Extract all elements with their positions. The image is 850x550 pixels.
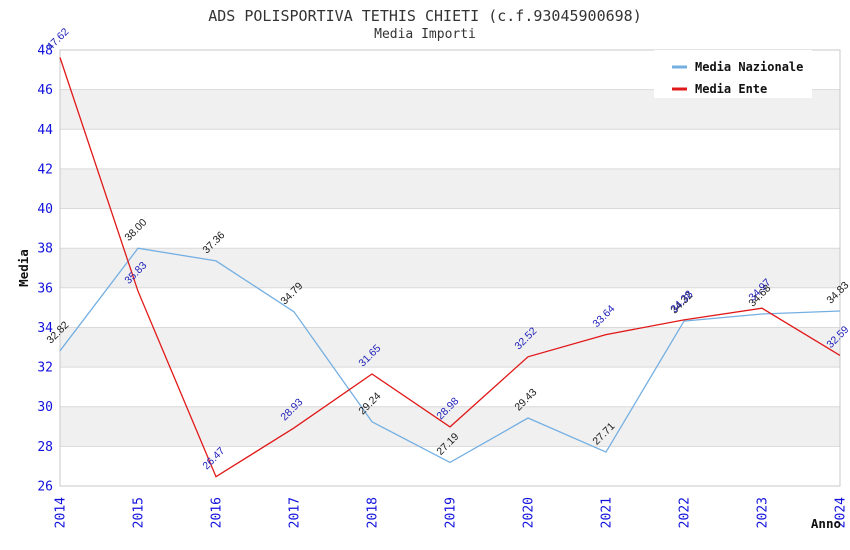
y-tick-label: 26 <box>37 480 53 495</box>
x-tick-label: 2019 <box>444 497 459 528</box>
data-label: 33.64 <box>590 303 617 330</box>
y-tick-label: 28 <box>37 440 53 455</box>
x-tick-label: 2015 <box>132 497 147 528</box>
y-tick-label: 44 <box>37 123 53 138</box>
x-tick-label: 2016 <box>210 497 225 528</box>
x-tick-label: 2021 <box>600 497 615 528</box>
data-label: 38.00 <box>122 216 149 243</box>
y-tick-label: 46 <box>37 83 53 98</box>
y-tick-label: 40 <box>37 202 53 217</box>
x-axis-labels: 2014 2015 2016 2017 2018 2019 2020 2021 2022 2023… <box>54 497 849 528</box>
legend-label: Media Nazionale <box>695 60 803 74</box>
y-axis-labels: 26 28 30 32 34 36 38 40 42 44 46 48 <box>37 44 53 495</box>
x-tick-label: 2018 <box>366 497 381 528</box>
legend-label: Media Ente <box>695 82 767 96</box>
x-tick-label: 2014 <box>54 497 69 528</box>
data-label: 47.62 <box>44 26 71 53</box>
x-axis-title: Anno <box>811 516 841 531</box>
x-tick-label: 2020 <box>522 497 537 528</box>
y-tick-label: 36 <box>37 281 53 296</box>
y-axis-title: Media <box>16 249 31 287</box>
y-tick-label: 48 <box>37 44 53 59</box>
series-line-media-ente <box>59 57 841 478</box>
band <box>60 327 840 368</box>
y-tick-label: 30 <box>37 400 53 415</box>
y-tick-label: 42 <box>37 162 53 177</box>
y-tick-label: 32 <box>37 361 53 376</box>
plot-border <box>59 49 841 487</box>
y-tick-label: 38 <box>37 242 53 257</box>
x-tick-label: 2017 <box>288 497 303 528</box>
x-tick-label: 2022 <box>678 497 693 528</box>
y-tick-label: 34 <box>37 321 53 336</box>
legend-item: Media Ente <box>672 82 767 96</box>
band <box>60 168 840 209</box>
x-tick-label: 2024 <box>834 497 849 528</box>
band <box>60 248 840 288</box>
legend: Media Nazionale Media Ente <box>654 50 812 98</box>
series-line-media-nazionale <box>59 247 841 464</box>
x-tick-label: 2023 <box>756 497 771 528</box>
plot-bands <box>60 89 840 447</box>
chart-subtitle: Media Importi <box>374 27 476 42</box>
legend-item: Media Nazionale <box>672 60 803 74</box>
chart-title: ADS POLISPORTIVA TETHIS CHIETI (c.f.9304… <box>208 7 642 25</box>
